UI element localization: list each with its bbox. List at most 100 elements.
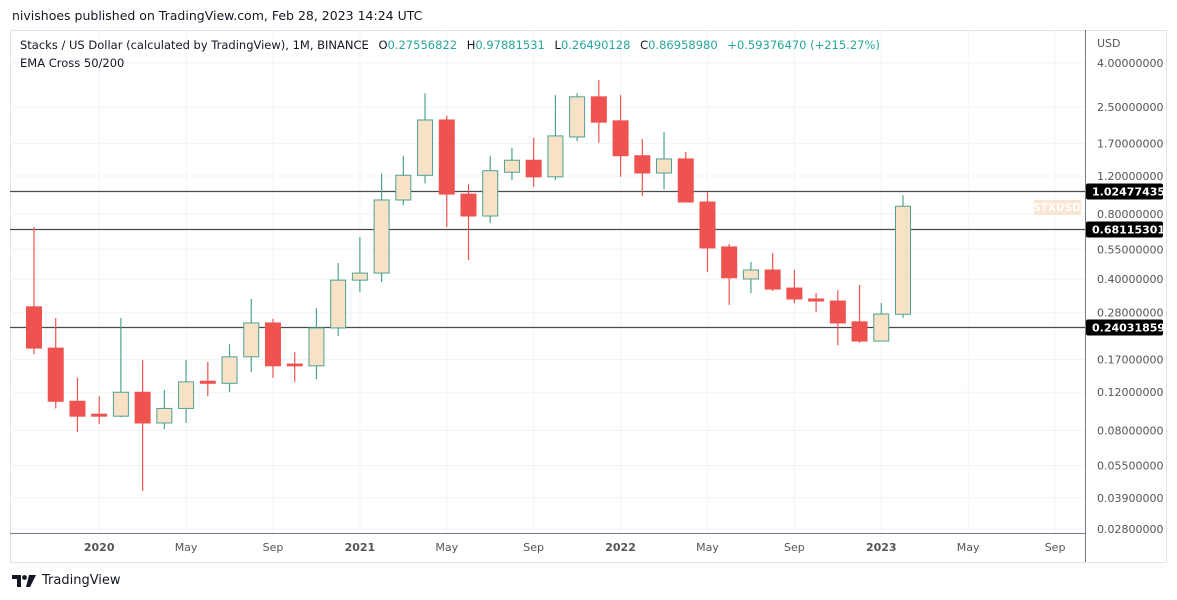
candle-body (243, 322, 260, 358)
candle-body (851, 321, 868, 342)
candle-body (438, 119, 455, 195)
chart-frame (10, 30, 1167, 563)
brand-name: TradingView (42, 573, 121, 588)
x-tick-label: 2021 (345, 541, 376, 554)
open-value: O0.27556822 (378, 38, 458, 52)
candle-body (373, 199, 390, 274)
x-tick-label: Sep (1045, 541, 1066, 554)
x-tick-label: 2023 (866, 541, 897, 554)
publish-info: nivishoes published on TradingView.com, … (12, 8, 423, 23)
candle-body (612, 120, 629, 157)
candle (417, 93, 434, 184)
candle-body (764, 269, 781, 290)
candle (503, 147, 520, 181)
candle (134, 360, 151, 491)
price-axis[interactable]: 4.00000000 2.50000000 1.70000000 1.20000000… (1097, 57, 1163, 536)
candle-body (699, 201, 716, 249)
x-tick-label: May (957, 541, 980, 554)
y-tick-label: 0.02800000 (1097, 523, 1163, 536)
candle (829, 290, 846, 346)
y-tick-label: 0.08000000 (1097, 424, 1163, 437)
candle-body (134, 391, 151, 424)
price-label: 0.68115301 (1092, 224, 1165, 237)
candle-body (547, 135, 564, 178)
y-tick-label: 0.80000000 (1097, 208, 1163, 221)
candle (590, 79, 607, 143)
y-tick-label: 0.12000000 (1097, 386, 1163, 399)
candle (351, 236, 368, 293)
candle-body (634, 155, 651, 174)
y-tick-label: 1.70000000 (1097, 137, 1163, 150)
candle (569, 93, 586, 142)
price-label: 1.02477435 (1092, 186, 1165, 199)
x-tick-label: Sep (263, 541, 284, 554)
x-tick-label: Sep (523, 541, 544, 554)
candle (460, 184, 477, 260)
candle (264, 318, 281, 378)
candle (112, 317, 129, 418)
candle-body (677, 158, 694, 203)
low-value: L0.26490128 (554, 38, 631, 52)
candle (373, 173, 390, 283)
x-tick-label: May (435, 541, 458, 554)
candle (395, 155, 412, 206)
candle (873, 303, 890, 342)
candle-body (656, 158, 673, 174)
candle (699, 192, 716, 272)
candle (547, 95, 564, 181)
x-tick-label: May (175, 541, 198, 554)
candle (721, 243, 738, 305)
candle-body (503, 159, 520, 173)
candle (634, 139, 651, 197)
candle (525, 137, 542, 187)
candle (308, 308, 325, 380)
candle (656, 131, 673, 190)
candle (612, 95, 629, 177)
x-tick-label: May (696, 541, 719, 554)
candle-body (26, 306, 42, 349)
candle-body (808, 298, 825, 302)
candle-body (417, 119, 434, 176)
y-tick-label: 0.28000000 (1097, 307, 1163, 320)
candle-body (91, 413, 108, 417)
price-label: 0.24031859 (1092, 322, 1165, 335)
indicator-legend[interactable]: EMA Cross 50/200 (20, 56, 125, 70)
candle-body (829, 300, 846, 324)
candle-body (351, 272, 368, 281)
x-tick-label: 2022 (605, 541, 636, 554)
candle-body (721, 246, 738, 279)
candle-body (395, 174, 412, 201)
symbol-name[interactable]: Stacks / US Dollar (calculated by Tradin… (20, 38, 369, 52)
candle (221, 344, 238, 393)
candle (895, 195, 911, 318)
candle (851, 285, 868, 343)
candle-body (895, 205, 911, 315)
candle (330, 263, 347, 337)
candle-body (873, 313, 890, 342)
y-tick-label: 0.40000000 (1097, 273, 1163, 286)
candle (91, 396, 108, 425)
footer-brand[interactable]: TradingView (12, 573, 121, 588)
candle-body (742, 269, 759, 280)
candle-body (569, 96, 586, 138)
symbol-tag-text: STXUSD (1033, 202, 1081, 214)
candle-body (178, 381, 195, 409)
candle-body (156, 407, 173, 424)
candle (156, 389, 173, 430)
time-axis[interactable]: 2020 May Sep 2021 May Sep 2022 May Sep 2023 May Sep (84, 541, 1066, 554)
candle (742, 261, 759, 294)
candle-body (199, 380, 216, 384)
candle (482, 155, 499, 223)
symbol-tag: STXUSD (1033, 200, 1081, 215)
price-label-box (1086, 221, 1163, 238)
change-value: +0.59376470 (+215.27%) (727, 38, 880, 52)
candle-body (47, 347, 64, 402)
candles (26, 79, 911, 491)
candle (438, 115, 455, 228)
y-tick-label: 2.50000000 (1097, 101, 1163, 114)
symbol-legend: Stacks / US Dollar (calculated by Tradin… (20, 38, 886, 52)
y-tick-label: 4.00000000 (1097, 57, 1163, 70)
candle-body (590, 96, 607, 123)
candle-body (330, 279, 347, 329)
